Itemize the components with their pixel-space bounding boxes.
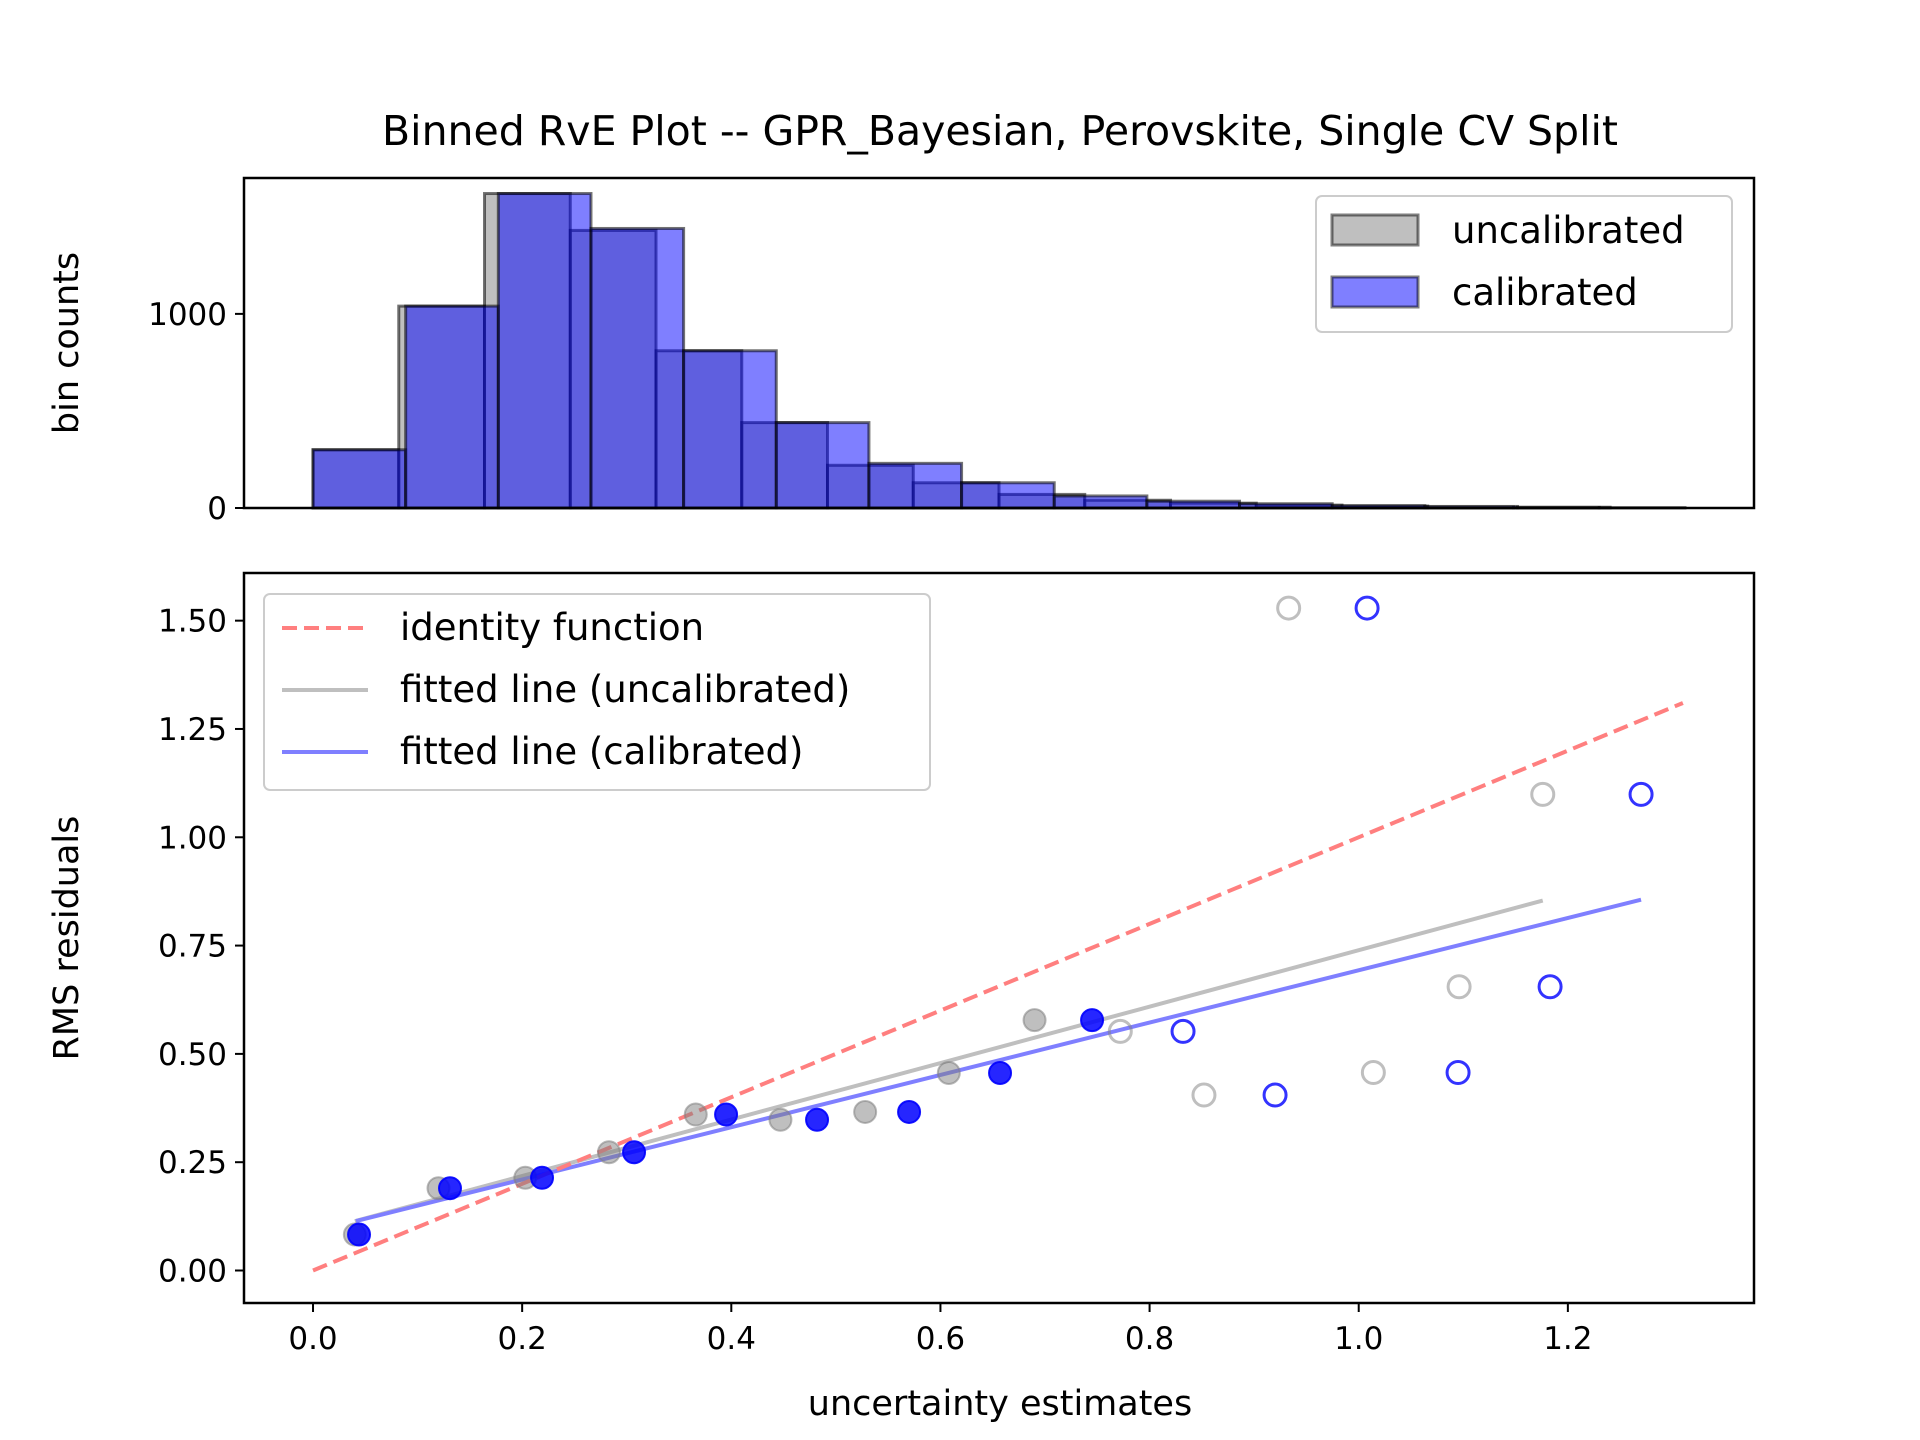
legend-label-fitted-calibrated: fitted line (calibrated)	[400, 730, 803, 773]
rve-legend: identity function fitted line (uncalibra…	[263, 593, 931, 791]
point-calibrated-filled	[438, 1176, 463, 1201]
point-uncalibrated-hollow	[1446, 974, 1472, 1000]
histogram-bar-calibrated	[867, 461, 964, 510]
rve-y-ticks: 0.00 0.25 0.50 0.75 1.00 1.25 1.50	[158, 604, 244, 1290]
point-calibrated-hollow	[1445, 1060, 1471, 1086]
y-axis-label: RMS residuals	[47, 816, 87, 1061]
histogram-y-axis-label: bin counts	[47, 252, 87, 434]
histogram-bar-calibrated	[960, 481, 1056, 510]
histogram-legend: uncalibrated calibrated	[1315, 195, 1733, 333]
y-tick-label: 1.25	[158, 712, 227, 748]
histogram-bar-calibrated	[404, 304, 500, 510]
histogram-bar-calibrated	[496, 192, 593, 510]
legend-label-calibrated: calibrated	[1452, 271, 1638, 314]
histogram-bar-calibrated	[589, 226, 686, 510]
point-uncalibrated-filled	[683, 1102, 708, 1127]
histogram-y-ticks: 0 1000	[148, 297, 244, 527]
y-tick-label: 0.50	[158, 1037, 227, 1073]
fitted-line-calibrated	[355, 897, 1642, 1224]
point-calibrated-filled	[714, 1102, 739, 1127]
point-uncalibrated-filled	[1022, 1008, 1047, 1033]
point-uncalibrated-filled	[936, 1060, 961, 1085]
point-calibrated-filled	[988, 1060, 1013, 1085]
rve-legend-box	[263, 593, 931, 791]
legend-label-fitted-uncalibrated: fitted line (uncalibrated)	[400, 668, 850, 711]
y-tick-label: 0.25	[158, 1145, 227, 1181]
point-uncalibrated-hollow	[1530, 781, 1556, 807]
histogram-frame	[242, 176, 1756, 510]
histogram-legend-box	[1315, 195, 1733, 333]
point-calibrated-filled	[1080, 1008, 1105, 1033]
point-calibrated-hollow	[1537, 974, 1563, 1000]
point-uncalibrated-filled	[853, 1099, 878, 1124]
legend-label-identity: identity function	[400, 606, 704, 649]
point-uncalibrated-filled	[596, 1140, 621, 1165]
point-uncalibrated-hollow	[1191, 1082, 1217, 1108]
point-calibrated-hollow	[1170, 1018, 1196, 1044]
rve-frame	[242, 571, 1756, 1305]
point-calibrated-filled	[805, 1107, 830, 1132]
x-tick-label: 1.2	[1543, 1321, 1592, 1357]
point-calibrated-hollow	[1628, 781, 1654, 807]
x-tick-label: 0.4	[707, 1321, 756, 1357]
point-calibrated-filled	[530, 1165, 555, 1190]
rve-points	[342, 595, 1654, 1247]
x-tick-label: 0.8	[1125, 1321, 1174, 1357]
y-tick-label: 1.50	[158, 604, 227, 640]
x-tick-label: 0.2	[498, 1321, 547, 1357]
x-tick-label: 0.6	[916, 1321, 965, 1357]
point-uncalibrated-hollow	[1107, 1018, 1133, 1044]
point-calibrated-hollow	[1354, 595, 1380, 621]
rve-x-ticks: 0.0 0.2 0.4 0.6 0.8 1.0 1.2	[288, 1303, 1593, 1357]
point-calibrated-hollow	[1262, 1082, 1288, 1108]
histogram-bar-calibrated	[311, 448, 408, 510]
point-calibrated-filled	[347, 1222, 372, 1247]
point-uncalibrated-filled	[768, 1107, 793, 1132]
histogram-bar-calibrated	[774, 421, 871, 510]
x-tick-label: 1.0	[1334, 1321, 1383, 1357]
fitted-line-uncalibrated	[354, 898, 1544, 1224]
legend-swatch-calibrated	[1330, 275, 1420, 309]
legend-label-uncalibrated: uncalibrated	[1452, 209, 1685, 252]
chart-title: Binned RvE Plot -- GPR_Bayesian, Perovsk…	[382, 107, 1618, 155]
histogram-series-calibrated	[311, 192, 1612, 510]
point-uncalibrated-hollow	[1276, 595, 1302, 621]
histogram-y-tick-label: 1000	[148, 297, 227, 333]
histogram-bar-calibrated	[682, 349, 778, 510]
rve-scatter-panel: 0.0 0.2 0.4 0.6 0.8 1.0 1.2 0.00 0.25 0.50 0.75 1.…	[47, 571, 1756, 1424]
histogram-panel: 0 1000 bin counts uncalibrated calibrated	[47, 176, 1756, 527]
histogram-y-tick-label: 0	[207, 491, 227, 527]
y-tick-label: 0.75	[158, 929, 227, 965]
point-calibrated-filled	[622, 1140, 647, 1165]
x-axis-label: uncertainty estimates	[808, 1384, 1192, 1424]
histogram-bar-calibrated	[1052, 494, 1149, 510]
point-uncalibrated-hollow	[1360, 1060, 1386, 1086]
y-tick-label: 1.00	[158, 820, 227, 856]
legend-swatch-uncalibrated	[1330, 213, 1420, 247]
x-tick-label: 0.0	[288, 1321, 337, 1357]
point-calibrated-filled	[897, 1099, 922, 1124]
y-tick-label: 0.00	[158, 1254, 227, 1290]
